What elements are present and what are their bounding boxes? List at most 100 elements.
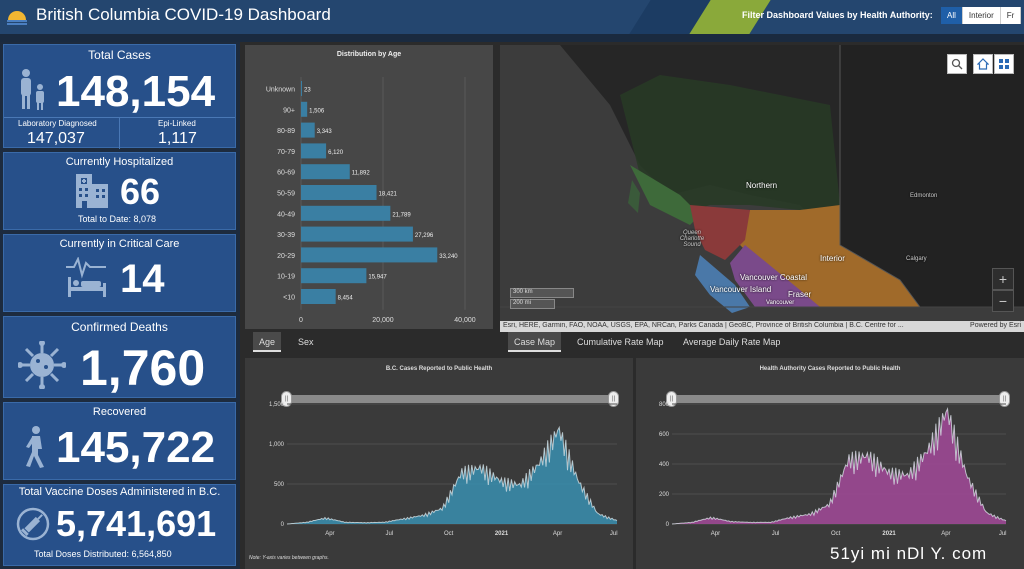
age-chart-title: Distribution by Age: [336, 51, 402, 58]
ha-slider-start-handle[interactable]: ||: [666, 391, 677, 407]
age-chart-tabs: Age Sex: [245, 332, 493, 352]
ha-cases-chart: 800 600 400 200 0 Apr Jul Oct 2021 Apr Jul: [659, 402, 1007, 537]
series-line: [671, 407, 1007, 525]
bc-slider-end-handle[interactable]: ||: [608, 391, 619, 407]
age-bar: [301, 226, 413, 242]
x-tick-label: Oct: [444, 531, 454, 537]
tab-age[interactable]: Age: [253, 332, 282, 352]
age-category-label: 90+: [283, 107, 295, 114]
map-canvas[interactable]: [500, 45, 1024, 332]
deaths-value: 1,760: [80, 340, 206, 396]
map-label-queen-charlotte-sound: Queen Charlotte Sound: [679, 230, 705, 248]
map-search-button[interactable]: [947, 54, 967, 74]
critical-care-card: Currently in Critical Care 14: [3, 234, 236, 312]
age-category-label: 30-39: [277, 232, 295, 239]
y-axis-note: Note: Y-axis varies between graphs.: [249, 555, 329, 561]
age-bar: [301, 164, 350, 180]
basemap-gallery-icon: [999, 59, 1009, 69]
map-zoom-in-button[interactable]: +: [992, 268, 1014, 290]
bc-cases-chart: 1,500 1,000 500 0 Apr Jul Oct 2021 Apr Jul: [269, 402, 618, 537]
bc-cases-panel: B.C. Cases Reported to Public Health || …: [245, 358, 633, 569]
age-category-label: 50-59: [277, 191, 295, 198]
age-bar: [301, 289, 336, 304]
filter-fraser-button[interactable]: Fr: [1000, 7, 1022, 24]
tab-cumulative-rate-map[interactable]: Cumulative Rate Map: [577, 337, 664, 347]
age-bar-chart: 0 20,000 40,000 Unknown 23 90+ 1,506 80-89 3,343…: [266, 77, 476, 324]
filter-interior-button[interactable]: Interior: [962, 7, 1001, 24]
x-tick-label: Apr: [325, 531, 334, 537]
tab-case-map[interactable]: Case Map: [508, 332, 562, 352]
age-category-label: Unknown: [266, 87, 295, 94]
x-tick-label: 2021: [882, 531, 896, 537]
series-area: [672, 408, 1006, 524]
bc-chart-title: B.C. Cases Reported to Public Health: [385, 366, 493, 372]
y-tick-label: 1,500: [269, 402, 285, 408]
deaths-card: Confirmed Deaths 1,760: [3, 316, 236, 398]
series-line: [286, 425, 618, 525]
map-label-northern: Northern: [746, 181, 778, 190]
age-value-label: 1,506: [309, 108, 325, 114]
epi-linked-value: 1,117: [158, 130, 197, 147]
bc-slider-start-handle[interactable]: ||: [281, 391, 292, 407]
deaths-title: Confirmed Deaths: [71, 320, 168, 334]
age-bar: [301, 101, 308, 117]
epi-linked-label: Epi-Linked: [158, 119, 196, 128]
tab-sex[interactable]: Sex: [298, 337, 314, 347]
total-cases-value: 148,154: [56, 67, 216, 116]
age-category-label: 10-19: [277, 274, 295, 281]
age-value-label: 3,343: [317, 129, 333, 135]
health-authority-filter: All Interior Fr: [941, 7, 1022, 24]
x-tick-label: 2021: [495, 531, 509, 537]
map-label-interior: Interior: [820, 254, 845, 263]
age-distribution-panel: Distribution by Age 0 20,000 40,000 Unknown…: [245, 45, 493, 329]
age-value-label: 18,421: [379, 192, 398, 198]
x-tick-label: Jul: [385, 531, 393, 537]
age-bar: [301, 268, 367, 284]
vaccine-value: 5,741,691: [56, 503, 217, 544]
bc-sun-logo-icon: [7, 11, 27, 25]
total-cases-title: Total Cases: [88, 48, 151, 62]
virus-icon: [18, 341, 66, 389]
series-area: [287, 427, 617, 524]
age-value-label: 33,240: [439, 254, 458, 260]
search-icon: [951, 58, 963, 70]
age-value-label: 15,947: [368, 275, 387, 281]
age-x-tick-label: 20,000: [372, 317, 394, 324]
ha-slider-end-handle[interactable]: ||: [999, 391, 1010, 407]
map-label-fraser: Fraser: [788, 290, 812, 299]
walking-person-icon: [26, 426, 44, 468]
critical-care-title: Currently in Critical Care: [59, 238, 180, 250]
hospital-icon: [76, 174, 108, 208]
y-tick-label: 600: [659, 432, 670, 438]
people-icon: [21, 69, 44, 110]
hospitalized-total-to-date: Total to Date: 8,078: [78, 214, 157, 224]
powered-by-esri[interactable]: Powered by Esri: [970, 322, 1021, 329]
y-tick-label: 500: [274, 482, 285, 488]
dashboard-title: British Columbia COVID-19 Dashboard: [36, 5, 331, 24]
header-border: [0, 34, 1024, 42]
hospitalized-title: Currently Hospitalized: [65, 156, 174, 168]
age-category-label: 60-69: [277, 170, 295, 177]
map-home-button[interactable]: [973, 54, 993, 74]
filter-all-button[interactable]: All: [941, 7, 963, 24]
map-attribution-bar: Esri, HERE, Garmin, FAO, NOAA, USGS, EPA…: [500, 321, 1024, 332]
age-category-label: 80-89: [277, 128, 295, 135]
age-category-label: 40-49: [277, 211, 295, 218]
tab-average-daily-rate-map[interactable]: Average Daily Rate Map: [683, 337, 781, 347]
header-bar: British Columbia COVID-19 Dashboard Filt…: [0, 0, 1024, 34]
age-x-tick-label: 0: [299, 317, 303, 324]
age-value-label: 27,296: [415, 233, 434, 239]
hospitalized-card: Currently Hospitalized 66 Total to Date:…: [3, 152, 236, 230]
age-value-label: 23: [304, 88, 311, 94]
x-tick-label: Jul: [772, 531, 780, 537]
map-zoom-out-button[interactable]: −: [992, 290, 1014, 312]
home-icon: [976, 58, 990, 70]
vaccine-card: Total Vaccine Doses Administered in B.C.…: [3, 484, 236, 566]
ha-date-range-slider[interactable]: || ||: [666, 391, 1010, 407]
bc-date-range-slider[interactable]: || ||: [281, 391, 619, 407]
map-tabs: Case Map Cumulative Rate Map Average Dai…: [500, 332, 1024, 352]
health-authority-cases-panel: Health Authority Cases Reported to Publi…: [636, 358, 1024, 569]
x-tick-label: Apr: [553, 531, 562, 537]
case-map[interactable]: Northern Interior Vancouver Coastal Vanc…: [500, 45, 1024, 332]
map-basemap-button[interactable]: [994, 54, 1014, 74]
